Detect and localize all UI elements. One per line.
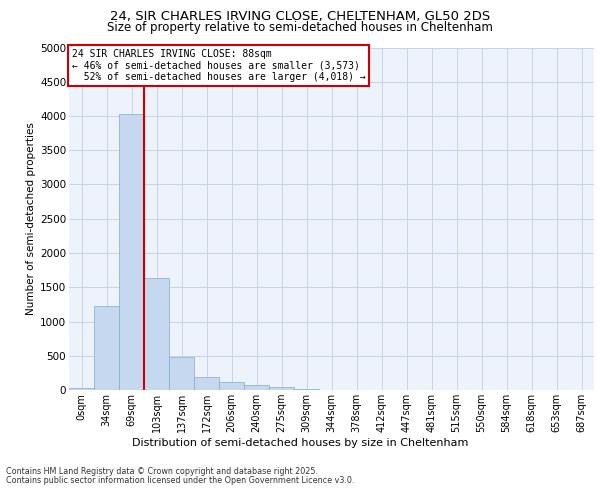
Bar — [219, 382, 244, 390]
Text: Size of property relative to semi-detached houses in Cheltenham: Size of property relative to semi-detach… — [107, 21, 493, 34]
Y-axis label: Number of semi-detached properties: Number of semi-detached properties — [26, 122, 36, 315]
Bar — [144, 278, 169, 390]
Bar — [69, 388, 94, 390]
Bar — [294, 388, 319, 390]
Bar — [194, 376, 219, 390]
Text: Contains HM Land Registry data © Crown copyright and database right 2025.: Contains HM Land Registry data © Crown c… — [6, 467, 318, 476]
Bar — [169, 357, 194, 390]
Text: 24 SIR CHARLES IRVING CLOSE: 88sqm
← 46% of semi-detached houses are smaller (3,: 24 SIR CHARLES IRVING CLOSE: 88sqm ← 46%… — [71, 49, 365, 82]
Bar — [94, 306, 119, 390]
Text: Distribution of semi-detached houses by size in Cheltenham: Distribution of semi-detached houses by … — [132, 438, 468, 448]
Text: 24, SIR CHARLES IRVING CLOSE, CHELTENHAM, GL50 2DS: 24, SIR CHARLES IRVING CLOSE, CHELTENHAM… — [110, 10, 490, 23]
Bar — [244, 385, 269, 390]
Text: Contains public sector information licensed under the Open Government Licence v3: Contains public sector information licen… — [6, 476, 355, 485]
Bar — [119, 114, 144, 390]
Bar — [269, 386, 294, 390]
